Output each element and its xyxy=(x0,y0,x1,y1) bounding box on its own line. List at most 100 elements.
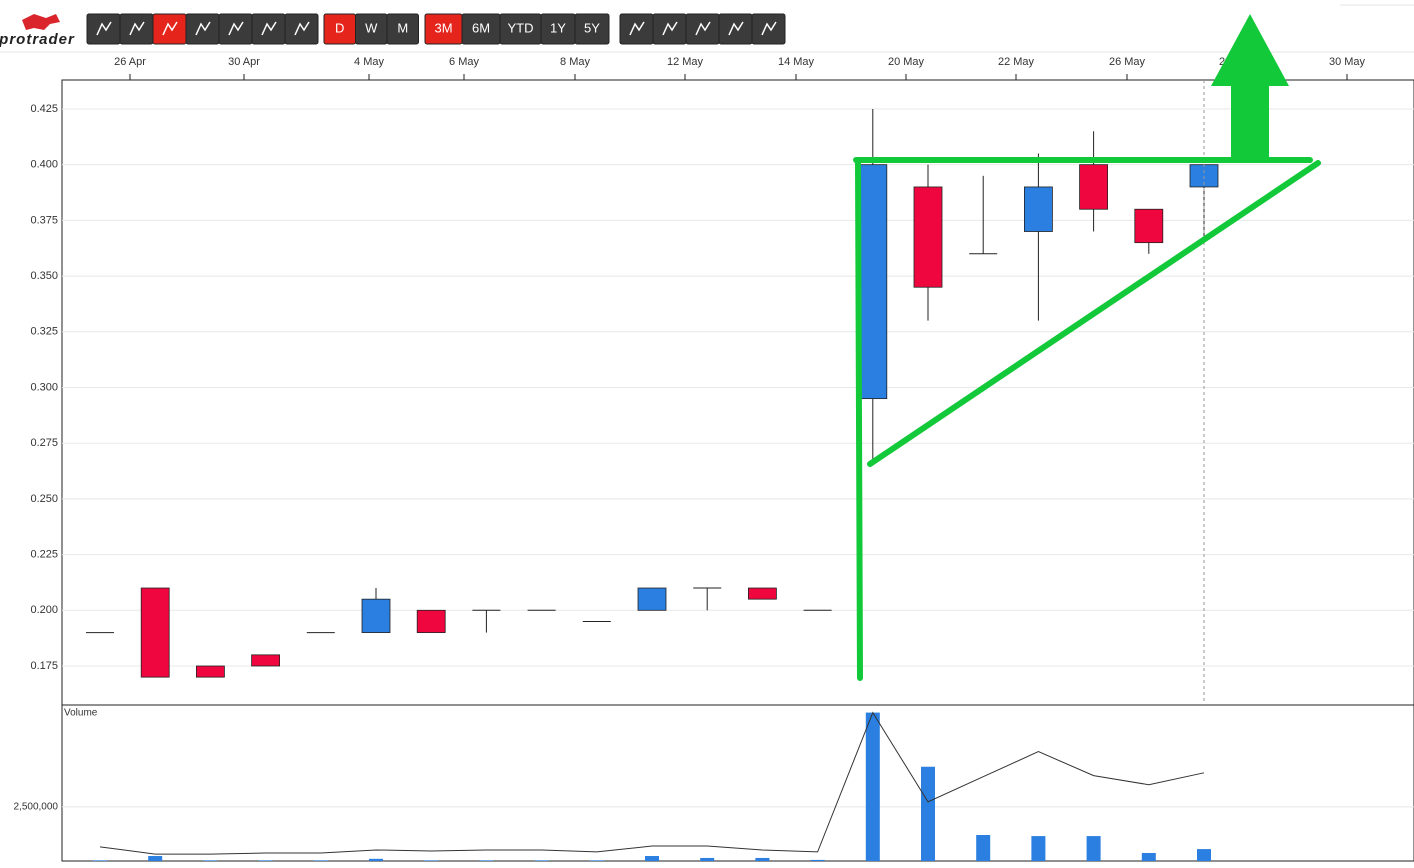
y-tick-label: 0.425 xyxy=(30,103,58,115)
candle xyxy=(1134,208,1164,254)
candle xyxy=(858,108,888,466)
button-bg xyxy=(218,13,253,45)
toolbar-button[interactable]: 6M xyxy=(461,13,501,45)
toolbar-button[interactable] xyxy=(119,13,154,45)
candle xyxy=(1079,131,1108,232)
volume-bar xyxy=(589,860,604,861)
volume-bar xyxy=(700,857,715,861)
button-icon xyxy=(129,21,145,36)
toolbar-button[interactable] xyxy=(86,13,121,45)
y-tick-label: 0.275 xyxy=(30,437,58,449)
candle xyxy=(693,587,722,611)
volume-bar xyxy=(369,858,383,861)
volume-bar xyxy=(645,856,659,861)
toolbar-button[interactable] xyxy=(284,13,319,45)
candle-body xyxy=(913,186,943,288)
toolbar-button[interactable]: 5Y xyxy=(574,13,610,45)
x-tick-label: 6 May xyxy=(449,56,479,68)
button-bg xyxy=(86,13,121,45)
candle-body xyxy=(748,587,777,600)
x-tick-label: 12 May xyxy=(667,56,704,68)
annotation-arrow xyxy=(1211,14,1289,160)
volume-bar xyxy=(1197,849,1211,861)
volume-bar xyxy=(93,860,107,861)
y-tick-label: 2,500,000 xyxy=(14,801,59,812)
volume-bar xyxy=(810,859,825,861)
y-tick-label: 0.375 xyxy=(30,214,58,226)
volume-average-line xyxy=(99,711,1205,855)
candle xyxy=(140,587,170,678)
button-icon xyxy=(261,21,277,36)
toolbar-button[interactable] xyxy=(685,13,720,45)
toolbar-button[interactable] xyxy=(652,13,687,45)
toolbar-button[interactable] xyxy=(152,13,187,45)
button-bg xyxy=(251,13,286,45)
volume-bar xyxy=(1031,836,1046,861)
toolbar-button[interactable] xyxy=(718,13,753,45)
candle-body xyxy=(416,609,446,633)
candle xyxy=(251,654,281,667)
volume-bar xyxy=(148,856,163,861)
button-icon xyxy=(662,21,678,36)
button-label: M xyxy=(397,20,408,35)
button-icon xyxy=(728,21,744,36)
y-tick-label: 0.300 xyxy=(30,381,58,393)
logo-text: protrader xyxy=(0,31,75,48)
volume-bar xyxy=(755,857,770,861)
candle-body xyxy=(1024,186,1053,232)
button-bg xyxy=(718,13,753,45)
candle xyxy=(748,587,777,600)
button-label: 1Y xyxy=(550,20,566,35)
toolbar-button[interactable]: YTD xyxy=(499,13,542,45)
candle-body xyxy=(361,598,391,633)
button-bg xyxy=(152,13,187,45)
y-tick-label: 0.175 xyxy=(30,660,58,672)
button-bg xyxy=(652,13,687,45)
volume-bar xyxy=(976,835,991,861)
x-tick-label: 8 May xyxy=(560,56,590,68)
toolbar-button[interactable] xyxy=(751,13,786,45)
toolbar-button[interactable] xyxy=(218,13,253,45)
y-tick-label: 0.350 xyxy=(30,270,58,282)
toolbar-button[interactable]: D xyxy=(323,13,356,45)
candle xyxy=(969,175,998,255)
toolbar: D W M 3M 6M YTD 1Y 5Y xyxy=(86,13,786,45)
candle-body xyxy=(195,665,225,678)
button-icon xyxy=(761,21,777,36)
y-tick-label: 0.400 xyxy=(30,159,58,171)
button-bg xyxy=(284,13,319,45)
y-tick-label: 0.225 xyxy=(30,549,58,561)
toolbar-button[interactable] xyxy=(619,13,654,45)
toolbar-button[interactable]: M xyxy=(386,13,419,45)
toolbar-button[interactable] xyxy=(251,13,286,45)
button-icon xyxy=(294,21,310,36)
toolbar-button[interactable] xyxy=(185,13,220,45)
volume-bar xyxy=(1086,836,1101,861)
button-label: 6M xyxy=(472,20,490,35)
volume-bar xyxy=(1141,852,1156,861)
volume-bar xyxy=(865,712,880,861)
toolbar-button[interactable]: 3M xyxy=(424,13,463,45)
candle-body xyxy=(1134,208,1164,244)
candle-body xyxy=(251,654,281,667)
candle-body xyxy=(1079,164,1108,210)
candle-body xyxy=(858,164,888,400)
toolbar-button[interactable]: 1Y xyxy=(540,13,576,45)
candle-body xyxy=(637,587,667,611)
y-tick-label: 0.250 xyxy=(30,493,58,505)
x-tick-label: 20 May xyxy=(888,56,925,68)
x-tick-label: 30 May xyxy=(1329,56,1366,68)
button-icon xyxy=(695,21,711,36)
candle-body xyxy=(140,587,170,678)
x-tick-label: 26 Apr xyxy=(114,56,146,68)
button-label: D xyxy=(335,20,344,35)
candle xyxy=(195,665,225,678)
button-icon xyxy=(629,21,645,36)
x-tick-label: 4 May xyxy=(354,56,384,68)
button-bg xyxy=(751,13,786,45)
toolbar-button[interactable]: W xyxy=(355,13,388,45)
y-tick-label: 0.200 xyxy=(30,604,58,616)
button-label: YTD xyxy=(508,20,534,35)
